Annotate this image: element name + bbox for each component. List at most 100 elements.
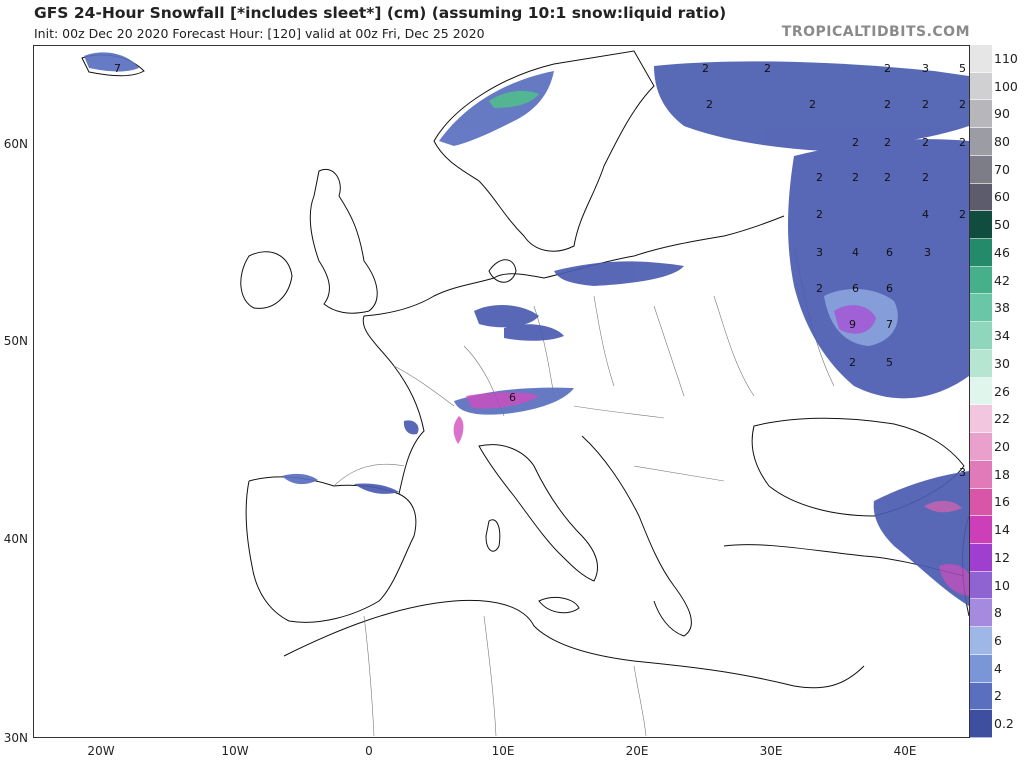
colorbar-label: 90 — [994, 106, 1010, 122]
value-label: 2 — [959, 208, 966, 221]
colorbar-label: 22 — [994, 411, 1010, 427]
colorbar-label: 10 — [994, 577, 1010, 593]
value-label: 2 — [922, 171, 929, 184]
colorbar-swatch — [970, 100, 992, 129]
value-label: 4 — [852, 246, 859, 259]
colorbar-swatch — [970, 294, 992, 323]
colorbar-label: 70 — [994, 161, 1010, 177]
colorbar-swatch — [970, 322, 992, 350]
map-canvas: 7 2 2 2 3 5 2 2 2 2 2 2 2 2 2 2 2 2 2 2 … — [81, 50, 969, 737]
value-label: 5 — [886, 356, 893, 369]
colorbar-swatch — [970, 488, 992, 517]
colorbar-label: 8 — [994, 605, 1002, 621]
colorbar-swatch — [970, 377, 992, 406]
colorbar-swatch — [970, 155, 992, 184]
map-value-labels: 7 2 2 2 3 5 2 2 2 2 2 2 2 2 2 2 2 2 2 2 … — [114, 62, 966, 479]
value-label: 2 — [816, 171, 823, 184]
colorbar-swatch — [970, 460, 992, 489]
value-label: 6 — [886, 246, 893, 259]
colorbar-label: 4 — [994, 660, 1002, 676]
colorbar-label: 38 — [994, 300, 1010, 316]
colorbar-label: 18 — [994, 466, 1010, 482]
value-label: 7 — [886, 318, 893, 331]
colorbar-swatch — [970, 128, 992, 156]
value-label: 6 — [852, 282, 859, 295]
value-label: 2 — [959, 136, 966, 149]
chart-title: GFS 24-Hour Snowfall [*includes sleet*] … — [34, 4, 727, 22]
value-label: 2 — [849, 356, 856, 369]
chart-subtitle: Init: 00z Dec 20 2020 Forecast Hour: [12… — [34, 26, 485, 41]
value-label: 2 — [884, 136, 891, 149]
value-label: 2 — [702, 62, 709, 75]
value-label: 5 — [959, 62, 966, 75]
site-credit: TROPICALTIDBITS.COM — [781, 24, 970, 40]
value-label: 2 — [809, 98, 816, 111]
lon-label: 0 — [365, 744, 373, 758]
colorbar-label: 6 — [994, 632, 1002, 648]
country-borders — [333, 245, 835, 737]
colorbar-swatch — [970, 571, 992, 600]
value-label: 2 — [706, 98, 713, 111]
colorbar-swatch — [970, 183, 992, 212]
value-label: 3 — [924, 246, 931, 259]
colorbar-label: 110 — [994, 50, 1018, 66]
colorbar-swatch — [970, 433, 992, 461]
colorbar-label: 20 — [994, 438, 1010, 454]
value-label: 2 — [922, 98, 929, 111]
value-label: 2 — [884, 98, 891, 111]
colorbar-swatch — [970, 211, 992, 240]
lon-label: 10E — [491, 744, 515, 758]
colorbar-swatch — [970, 516, 992, 544]
colorbar-swatch — [970, 710, 992, 738]
value-label: 2 — [816, 282, 823, 295]
colorbar-swatch — [970, 72, 992, 101]
lat-label: 30N — [3, 731, 28, 745]
colorbar-label: 30 — [994, 355, 1010, 371]
lon-label: 20W — [87, 744, 115, 758]
colorbar-swatch — [970, 239, 992, 267]
colorbar-label: 34 — [994, 328, 1010, 344]
colorbar-label: 14 — [994, 522, 1010, 538]
colorbar-swatch — [970, 405, 992, 434]
value-label: 2 — [884, 62, 891, 75]
value-label: 6 — [886, 282, 893, 295]
colorbar-label: 12 — [994, 549, 1010, 565]
value-label: 2 — [959, 98, 966, 111]
colorbar-label: 100 — [994, 78, 1018, 94]
lon-label: 40E — [893, 744, 917, 758]
colorbar-label: 26 — [994, 383, 1010, 399]
colorbar-swatch — [970, 599, 992, 628]
value-label: 2 — [884, 171, 891, 184]
lat-label: 40N — [3, 532, 28, 546]
colorbar-label: 50 — [994, 217, 1010, 233]
value-label: 7 — [114, 62, 121, 75]
value-label: 2 — [852, 171, 859, 184]
colorbar-swatch — [970, 349, 992, 378]
lon-label: 10W — [221, 744, 249, 758]
colorbar-label: 42 — [994, 272, 1010, 288]
colorbar-legend: 0.2 2 4 6 8 10 12 14 16 18 20 22 26 30 34 38 42 46 50 60 70 8… — [970, 45, 1022, 738]
snowfall-map: 7 2 2 2 3 5 2 2 2 2 2 2 2 2 2 2 2 2 2 2 … — [33, 45, 970, 738]
colorbar-swatch — [970, 45, 992, 73]
colorbar-label: 0.2 — [994, 716, 1014, 732]
lon-label: 20E — [625, 744, 649, 758]
value-label: 2 — [922, 136, 929, 149]
value-label: 2 — [816, 208, 823, 221]
colorbar-swatch — [970, 654, 992, 683]
colorbar-label: 60 — [994, 189, 1010, 205]
colorbar-swatch — [970, 543, 992, 572]
colorbar-swatch — [970, 682, 992, 711]
value-label: 9 — [849, 318, 856, 331]
value-label: 3 — [922, 62, 929, 75]
snowfall-areas — [84, 52, 969, 606]
value-label: 3 — [816, 246, 823, 259]
colorbar-swatch — [970, 266, 992, 295]
colorbar-label: 16 — [994, 494, 1010, 510]
value-label: 2 — [764, 62, 771, 75]
colorbar-label: 46 — [994, 244, 1010, 260]
lon-label: 30E — [759, 744, 783, 758]
value-label: 6 — [509, 391, 516, 404]
colorbar-swatch — [970, 627, 992, 655]
lat-label: 60N — [3, 137, 28, 151]
colorbar-label: 2 — [994, 688, 1002, 704]
